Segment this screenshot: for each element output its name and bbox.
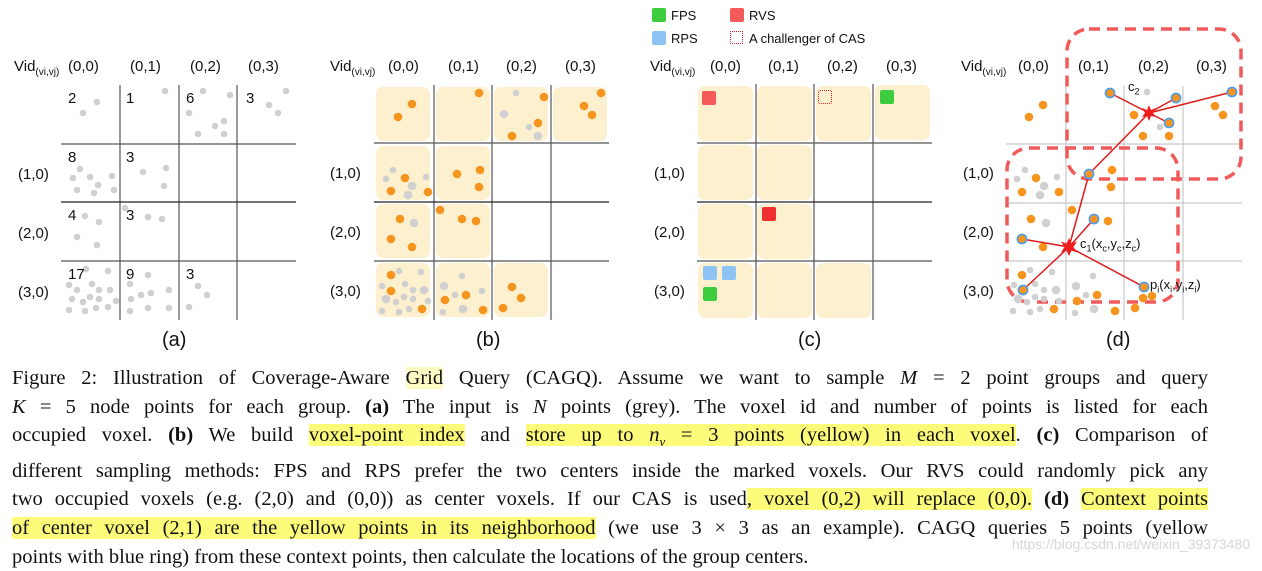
grid-col-header: (0,1) bbox=[448, 58, 479, 75]
voxel-point-count: 3 bbox=[246, 90, 255, 107]
panel-b-grid bbox=[374, 85, 609, 320]
c1-center-star-icon bbox=[1061, 238, 1077, 256]
grid-col-header: (0,2) bbox=[1138, 58, 1169, 75]
voxel-point-count: 4 bbox=[68, 207, 77, 224]
grid-row-header: (2,0) bbox=[963, 224, 994, 241]
grid-row-header: (3,0) bbox=[654, 283, 685, 300]
grid-col-header: (0,0) bbox=[1018, 58, 1049, 75]
grid-col-header: (0,1) bbox=[1078, 58, 1109, 75]
grid-corner-label: Vid(vi,vj) bbox=[14, 58, 60, 78]
panel-label-a: (a) bbox=[162, 329, 187, 351]
voxel-point-count: 1 bbox=[126, 90, 135, 107]
voxel-point-count: 8 bbox=[68, 149, 77, 166]
rvs-marker-voxel-2-1 bbox=[762, 207, 776, 221]
c2-center-star-icon bbox=[1142, 105, 1156, 121]
grid-col-header: (0,3) bbox=[886, 58, 917, 75]
context-box-c2 bbox=[1065, 27, 1243, 181]
queried-point bbox=[1104, 87, 1116, 99]
panel-a-grid bbox=[61, 85, 296, 320]
caption-line-4: different sampling methods: FPS and RPS … bbox=[12, 459, 1208, 482]
caption-line-1: Figure 2: Illustration of Coverage-Aware… bbox=[12, 367, 1208, 389]
rps-marker-voxel-3-0-b bbox=[722, 266, 736, 280]
grid-corner-label: Vid(vi,vj) bbox=[330, 58, 376, 78]
grid-row-header: (3,0) bbox=[963, 283, 994, 300]
queried-point bbox=[1163, 117, 1175, 129]
grid-corner-label: Vid(vi,vj) bbox=[961, 58, 1007, 78]
grid-col-header: (0,0) bbox=[68, 58, 99, 75]
panel-label-d: (d) bbox=[1106, 329, 1131, 351]
voxel-point-count: 6 bbox=[186, 90, 195, 107]
legend-fps-label: FPS bbox=[671, 8, 697, 23]
grid-col-header: (0,0) bbox=[710, 58, 741, 75]
context-box-c1 bbox=[1005, 146, 1180, 304]
grid-col-header: (0,3) bbox=[565, 58, 596, 75]
c2-label: c2 bbox=[1128, 79, 1140, 97]
queried-point bbox=[1083, 168, 1095, 180]
voxel-point-count: 3 bbox=[126, 207, 135, 224]
queried-point bbox=[1016, 233, 1028, 245]
panel-a bbox=[0, 0, 310, 360]
voxel-point-count: 3 bbox=[186, 266, 195, 283]
grid-col-header: (0,3) bbox=[248, 58, 279, 75]
caption-line-5: two occupied voxels (e.g. (2,0) and (0,0… bbox=[12, 488, 1208, 511]
rvs-marker-voxel-0-0 bbox=[702, 91, 716, 105]
c1-label: c1(xc,yc,zc) bbox=[1080, 236, 1141, 254]
panel-c-grid bbox=[697, 84, 932, 320]
grid-row-header: (1,0) bbox=[963, 165, 994, 182]
caption-line-3: occupied voxel. (b) We build voxel-point… bbox=[12, 424, 1209, 450]
panel-b bbox=[320, 0, 630, 360]
legend-cas-label: A challenger of CAS bbox=[749, 31, 866, 46]
queried-point bbox=[1138, 281, 1150, 293]
panel-d: c2 c1(xc,yc,zc) pi(xi,yi,zi) bbox=[950, 0, 1262, 360]
grid-col-header: (0,2) bbox=[506, 58, 537, 75]
voxel-point-count: 2 bbox=[68, 90, 77, 107]
grid-row-header: (2,0) bbox=[654, 224, 685, 241]
voxel-point-count: 3 bbox=[126, 149, 135, 166]
panel-d-diagram bbox=[1005, 27, 1243, 320]
grid-col-header: (0,1) bbox=[768, 58, 799, 75]
grid-row-header: (3,0) bbox=[330, 283, 361, 300]
grid-col-header: (0,1) bbox=[130, 58, 161, 75]
figure-caption: Figure 2: Illustration of Coverage-Aware… bbox=[12, 364, 1208, 571]
grid-col-header: (0,2) bbox=[827, 58, 858, 75]
grid-row-header: (1,0) bbox=[18, 166, 49, 183]
grid-col-header: (0,0) bbox=[388, 58, 419, 75]
cas-challenger-marker-voxel-0-2 bbox=[818, 90, 832, 104]
rvs-swatch-icon bbox=[730, 8, 744, 22]
panel-c bbox=[640, 0, 950, 360]
panel-label-c: (c) bbox=[798, 329, 822, 351]
panel-label-b: (b) bbox=[476, 329, 501, 351]
pi-label: pi(xi,yi,zi) bbox=[1150, 277, 1201, 295]
grid-row-header: (1,0) bbox=[330, 165, 361, 182]
grid-row-header: (3,0) bbox=[18, 284, 49, 301]
grid-col-header: (0,3) bbox=[1196, 58, 1227, 75]
caption-line-7: points with blue ring) from these contex… bbox=[12, 545, 809, 568]
grid-row-header: (1,0) bbox=[654, 165, 685, 182]
caption-line-2: K = 5 node points for each group. (a) Th… bbox=[12, 395, 1209, 418]
caption-line-6: of center voxel (2,1) are the yellow poi… bbox=[12, 517, 1208, 540]
voxel-point-count: 17 bbox=[68, 266, 85, 283]
voxel-point-count: 9 bbox=[126, 266, 135, 283]
queried-point bbox=[1088, 213, 1100, 225]
fps-marker-voxel-3-0 bbox=[703, 287, 717, 301]
queried-point bbox=[1170, 92, 1182, 104]
grid-corner-label: Vid(vi,vj) bbox=[650, 58, 696, 78]
legend-rps-label: RPS bbox=[671, 31, 698, 46]
rps-marker-voxel-3-0-a bbox=[703, 266, 717, 280]
queried-point bbox=[1226, 86, 1238, 98]
watermark: https://blog.csdn.net/weixin_39373480 bbox=[1011, 536, 1250, 552]
queried-point bbox=[1017, 284, 1029, 296]
fps-marker-voxel-0-3 bbox=[880, 90, 894, 104]
legend-rvs-label: RVS bbox=[749, 8, 776, 23]
rps-swatch-icon bbox=[652, 31, 666, 45]
grid-row-header: (2,0) bbox=[18, 225, 49, 242]
fps-swatch-icon bbox=[652, 8, 666, 22]
cas-challenger-swatch-icon bbox=[730, 31, 743, 44]
grid-row-header: (2,0) bbox=[330, 224, 361, 241]
grid-col-header: (0,2) bbox=[190, 58, 221, 75]
